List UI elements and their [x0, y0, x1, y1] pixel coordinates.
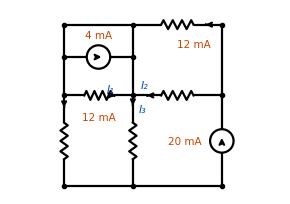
Text: 12 mA: 12 mA [177, 40, 211, 50]
Text: I₂: I₂ [141, 81, 149, 91]
Text: 12 mA: 12 mA [82, 112, 116, 122]
Text: I₃: I₃ [139, 104, 147, 114]
Text: 20 mA: 20 mA [168, 136, 202, 146]
Circle shape [210, 130, 233, 153]
Circle shape [87, 46, 110, 69]
Text: I₁: I₁ [107, 85, 114, 95]
Text: 4 mA: 4 mA [85, 31, 112, 41]
